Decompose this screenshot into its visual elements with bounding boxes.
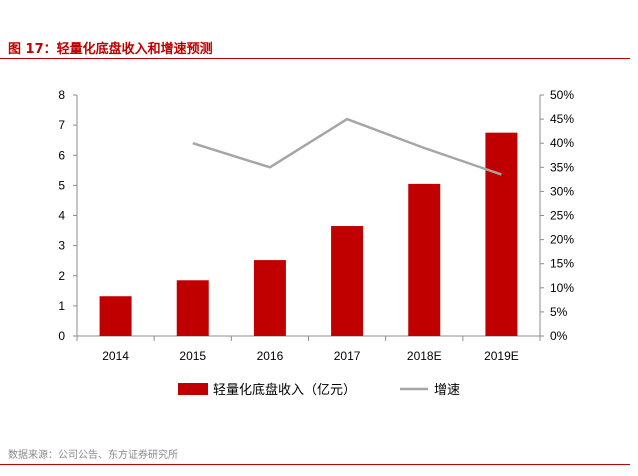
legend-bar-label: 轻量化底盘收入（亿元） [213,382,356,397]
growth-line [192,117,502,176]
right-tick-label: 0% [550,329,568,343]
left-tick-label: 2 [58,269,65,283]
bar-series [99,132,518,336]
footer-divider [0,464,630,465]
source-note: 数据来源：公司公告、东方证券研究所 [8,450,178,461]
right-tick-label: 45% [550,112,574,126]
x-tick-label: 2014 [102,349,129,363]
figure-title: 图 17：轻量化底盘收入和增速预测 [8,38,213,57]
x-tick-label: 2017 [334,349,361,363]
right-tick-label: 20% [550,233,574,247]
right-tick-label: 50% [550,88,574,102]
right-axis: 0% 5% 10% 15% 20% 25% 30% 35% 40% 45% 50% [539,88,574,343]
left-tick-label: 6 [58,148,65,162]
right-tick-label: 35% [550,160,574,174]
left-tick-label: 0 [58,329,65,343]
figure-label: 图 17： [8,42,57,57]
bar [408,183,441,336]
right-tick-label: 40% [550,136,574,150]
title-divider [0,58,630,59]
legend-bar-swatch [178,383,208,395]
right-tick-label: 25% [550,209,574,223]
left-tick-label: 3 [58,239,65,253]
x-tick-label: 2019E [484,349,519,363]
bar [485,132,518,336]
left-axis: 0 1 2 3 4 5 6 7 8 [58,88,78,343]
left-tick-label: 7 [58,118,65,132]
x-axis: 2014 2015 2016 2017 2018E 2019E [76,335,541,363]
bar [331,226,364,336]
right-tick-label: 15% [550,257,574,271]
left-tick-label: 4 [58,209,65,223]
bar [253,260,286,336]
left-tick-label: 5 [58,178,65,192]
left-tick-label: 8 [58,88,65,102]
figure-title-text: 轻量化底盘收入和增速预测 [56,42,213,57]
line-series [192,117,502,176]
legend-line-label: 增速 [434,382,460,397]
right-tick-label: 10% [550,281,574,295]
bar [176,280,209,336]
right-tick-label: 5% [550,305,568,319]
bar [99,296,132,336]
legend: 轻量化底盘收入（亿元） 增速 [178,382,460,397]
x-tick-label: 2015 [179,349,206,363]
x-tick-label: 2016 [257,349,284,363]
left-tick-label: 1 [58,299,65,313]
right-tick-label: 30% [550,184,574,198]
x-tick-label: 2018E [407,349,442,363]
